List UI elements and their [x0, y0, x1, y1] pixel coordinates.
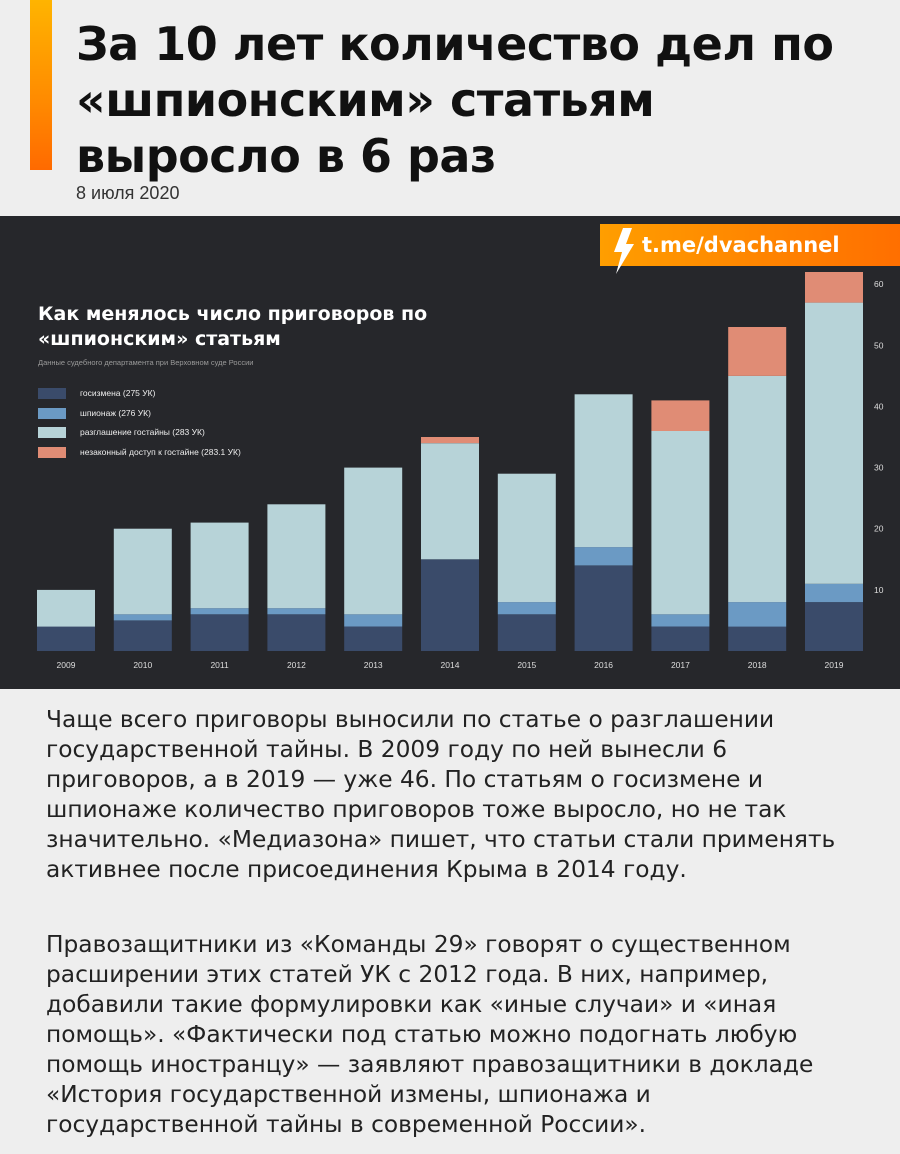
- x-tick-label: 2015: [517, 660, 536, 670]
- brand-badge[interactable]: t.me/dvachannel: [600, 224, 900, 274]
- legend-swatch: [38, 388, 66, 399]
- bar-2016-series-1: [574, 547, 633, 566]
- y-tick-label: 10: [874, 585, 884, 595]
- article-paragraph-2: Правозащитники из «Команды 29» говорят о…: [46, 931, 814, 1138]
- bar-2019-series-3: [805, 272, 863, 303]
- bar-2010-series-2: [113, 528, 172, 615]
- x-tick-label: 2011: [210, 660, 229, 670]
- bar-2013-series-2: [344, 467, 403, 615]
- chart-title: Как менялось число приговоров по «шпионс…: [38, 303, 428, 350]
- y-tick-label: 50: [874, 340, 884, 350]
- bar-2019-series-2: [805, 302, 863, 584]
- x-tick-label: 2016: [594, 660, 613, 670]
- legend-label: шпионаж (276 УК): [80, 407, 151, 418]
- bar-2013-series-0: [344, 626, 403, 651]
- bar-2011-series-1: [190, 608, 249, 615]
- bar-2014-series-2: [421, 443, 479, 560]
- bar-2019-series-1: [805, 583, 863, 603]
- bar-2011-series-0: [190, 614, 249, 651]
- bar-2018-series-1: [728, 602, 787, 627]
- legend-label: незаконный доступ к гостайне (283.1 УК): [80, 446, 241, 457]
- x-tick-label: 2019: [825, 660, 844, 670]
- bar-2017-series-0: [651, 626, 710, 651]
- publish-date: 8 июля 2020: [76, 183, 180, 203]
- y-tick-label: 60: [874, 279, 884, 289]
- headline: За 10 лет количество дел по «шпионским» …: [76, 17, 834, 183]
- bar-2012-series-2: [267, 504, 326, 609]
- lightning-bolt-icon: [614, 228, 634, 274]
- bar-2010-series-1: [113, 614, 172, 621]
- bar-2014-series-3: [421, 437, 479, 444]
- bar-2011-series-2: [190, 522, 249, 609]
- bar-2014-series-0: [421, 559, 479, 651]
- x-tick-label: 2017: [671, 660, 690, 670]
- bar-2015-series-2: [497, 473, 556, 603]
- bar-2013-series-1: [344, 614, 403, 627]
- x-tick-label: 2014: [441, 660, 460, 670]
- bar-2017-series-3: [651, 400, 710, 431]
- bar-2015-series-0: [497, 614, 556, 651]
- stacked-bar-chart: 2009 2010 2011 2012 2013 2014 2015 2016 2017 2018…: [37, 272, 884, 670]
- legend-label: госизмена (275 УК): [80, 388, 156, 398]
- legend-swatch: [38, 427, 66, 438]
- bar-2009-series-2: [37, 589, 95, 627]
- chart-subtitle: Данные судебного департамента при Верхов…: [38, 358, 254, 367]
- bar-2016-series-0: [574, 565, 633, 651]
- y-tick-label: 20: [874, 524, 884, 534]
- legend-label: разглашение гостайны (283 УК): [80, 427, 205, 437]
- bar-2018-series-0: [728, 626, 787, 651]
- bar-2010-series-0: [113, 620, 172, 651]
- bar-2018-series-2: [728, 375, 787, 603]
- x-tick-label: 2009: [57, 660, 76, 670]
- chart-panel: 2009 2010 2011 2012 2013 2014 2015 2016 2017 2018…: [0, 216, 900, 689]
- x-tick-label: 2013: [364, 660, 383, 670]
- x-tick-label: 2012: [287, 660, 306, 670]
- y-tick-label: 30: [874, 463, 884, 473]
- bar-2019-series-0: [805, 602, 863, 651]
- x-tick-label: 2018: [748, 660, 767, 670]
- accent-bar: [30, 0, 52, 170]
- x-tick-label: 2010: [133, 660, 152, 670]
- bar-2012-series-1: [267, 608, 326, 615]
- bar-2018-series-3: [728, 327, 787, 376]
- legend-swatch: [38, 407, 66, 419]
- article-paragraph-1: Чаще всего приговоры выносили по статье …: [46, 706, 836, 883]
- bar-2015-series-1: [497, 602, 556, 615]
- brand-link[interactable]: t.me/dvachannel: [642, 233, 840, 257]
- bar-2017-series-1: [651, 614, 710, 627]
- legend-swatch: [38, 446, 66, 458]
- y-tick-label: 40: [874, 402, 884, 412]
- bar-2016-series-2: [574, 394, 633, 548]
- bar-2009-series-0: [37, 626, 95, 651]
- bar-2017-series-2: [651, 430, 710, 615]
- bar-2012-series-0: [267, 614, 326, 651]
